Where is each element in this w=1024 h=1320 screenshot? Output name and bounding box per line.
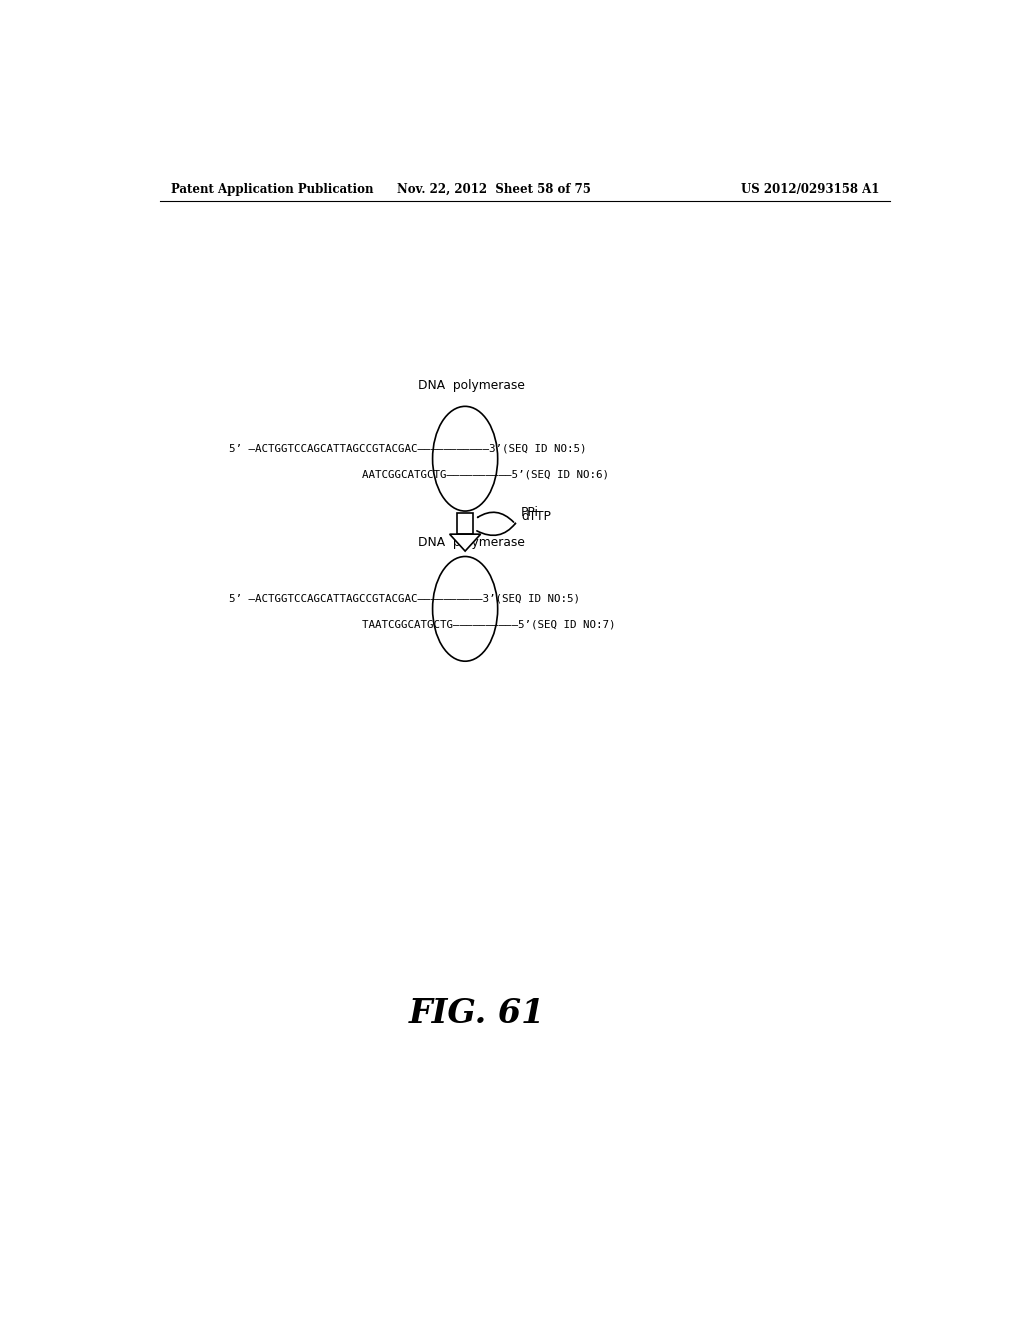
Bar xyxy=(458,512,473,535)
Text: TAATCGGCATGCTG––––––––––5’(SEQ ID NO:7): TAATCGGCATGCTG––––––––––5’(SEQ ID NO:7) xyxy=(362,619,615,630)
Text: DNA  polymerase: DNA polymerase xyxy=(418,536,524,549)
Text: 5’ –ACTGGTCCAGCATTAGCCGTACGAC–––––––––––3’(SEQ ID NO:5): 5’ –ACTGGTCCAGCATTAGCCGTACGAC–––––––––––… xyxy=(228,444,587,454)
Text: 5’ –ACTGGTCCAGCATTAGCCGTACGAC––––––––––3’(SEQ ID NO:5): 5’ –ACTGGTCCAGCATTAGCCGTACGAC––––––––––3… xyxy=(228,594,580,603)
Text: US 2012/0293158 A1: US 2012/0293158 A1 xyxy=(741,183,880,197)
Ellipse shape xyxy=(432,557,498,661)
FancyArrowPatch shape xyxy=(477,512,514,523)
Text: PPi: PPi xyxy=(521,506,539,519)
Text: Patent Application Publication: Patent Application Publication xyxy=(171,183,373,197)
Text: Nov. 22, 2012  Sheet 58 of 75: Nov. 22, 2012 Sheet 58 of 75 xyxy=(397,183,591,197)
Polygon shape xyxy=(450,535,480,552)
Text: DNA  polymerase: DNA polymerase xyxy=(418,379,524,392)
Ellipse shape xyxy=(432,407,498,511)
Text: FIG. 61: FIG. 61 xyxy=(409,997,545,1030)
Text: AATCGGCATGCTG––––––––––5’(SEQ ID NO:6): AATCGGCATGCTG––––––––––5’(SEQ ID NO:6) xyxy=(362,469,609,479)
FancyArrowPatch shape xyxy=(477,523,515,536)
Text: dTTP: dTTP xyxy=(521,510,551,523)
